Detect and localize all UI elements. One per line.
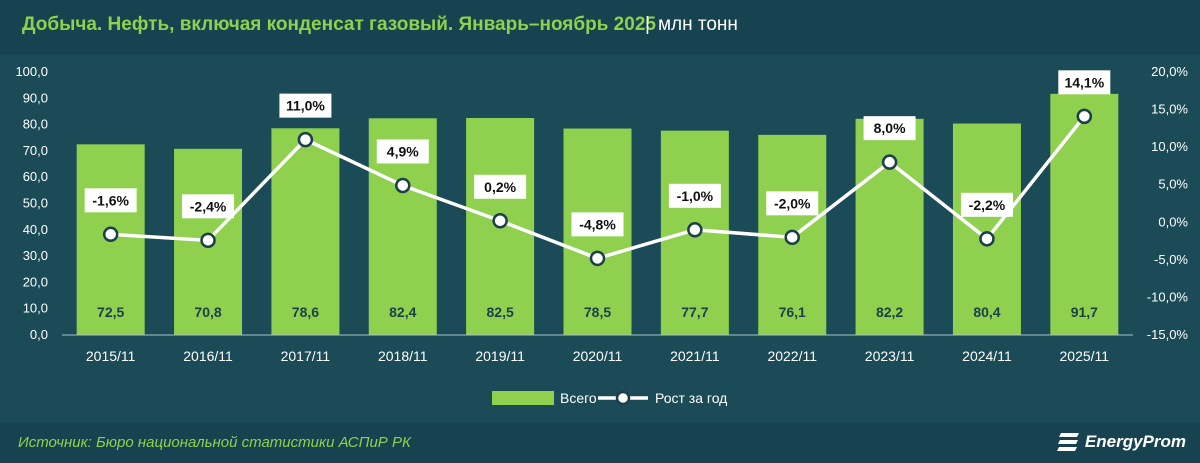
y-right-tick-label: -10,0%	[1147, 289, 1189, 304]
y-left-tick-label: 80,0	[23, 117, 48, 132]
growth-value-label: -2,2%	[969, 197, 1006, 213]
growth-value-label: -2,0%	[774, 195, 811, 211]
growth-value-label: -1,0%	[677, 188, 714, 204]
y-right-tick-label: 15,0%	[1151, 102, 1188, 117]
bar	[952, 123, 1021, 335]
y-left-tick-label: 0,0	[30, 327, 48, 342]
legend-line-marker	[615, 390, 631, 406]
growth-label-box	[84, 188, 137, 213]
y-right-tick-label: 20,0%	[1151, 64, 1188, 79]
y-left-tick-label: 60,0	[23, 169, 48, 184]
growth-label-box	[960, 192, 1013, 217]
growth-point	[1076, 108, 1093, 125]
y-left-tick-label: 40,0	[23, 222, 48, 237]
growth-label-box	[474, 174, 527, 199]
x-tick-label: 2017/11	[281, 348, 331, 364]
y-right-tick-label: 5,0%	[1158, 177, 1188, 192]
bar-value-label: 80,4	[973, 304, 1000, 320]
y-right-tick-label: 10,0%	[1151, 139, 1188, 154]
units-text: млн тонн	[657, 14, 738, 35]
chart-area: 0,0 10,0 20,0 30,0 40,0 50,0 60,0 70,0 80,0 90,0 1…	[0, 55, 1200, 423]
bar-value-label: 70,8	[194, 304, 221, 320]
x-tick-label: 2022/11	[767, 348, 817, 364]
x-tick-label: 2019/11	[475, 348, 525, 364]
growth-point	[784, 229, 800, 246]
growth-point	[979, 231, 995, 247]
source-note: Источник: Бюро национальной статистики А…	[18, 434, 411, 451]
brand: EnergyProm	[1056, 431, 1186, 453]
x-tick-label: 2023/11	[865, 348, 915, 364]
y-right-tick-label: -15,0%	[1147, 327, 1189, 342]
chart-title: Добыча. Нефть, включая конденсат газовый…	[22, 14, 656, 35]
bar-value-label: 78,6	[292, 304, 319, 320]
brand-name: EnergyProm	[1084, 432, 1186, 451]
legend-line-label: Рост за год	[655, 390, 727, 406]
title-separator: |	[645, 14, 650, 35]
growth-value-label: 8,0%	[874, 120, 906, 136]
footer: Источник: Бюро национальной статистики А…	[0, 423, 1200, 463]
bar-value-label: 78,5	[584, 304, 611, 320]
x-tick-label: 2018/11	[378, 348, 428, 364]
x-tick-label: 2024/11	[962, 348, 1012, 364]
growth-label-box	[863, 116, 916, 141]
growth-label-box	[766, 191, 819, 216]
y-left-tick-label: 50,0	[23, 196, 48, 211]
growth-point	[687, 222, 703, 238]
y-right-tick-label: -5,0%	[1154, 252, 1188, 267]
bar-value-label: 82,5	[487, 304, 514, 320]
growth-value-label: -1,6%	[92, 192, 129, 208]
growth-label-box	[376, 139, 429, 164]
units-label: | млн тонн	[645, 14, 738, 36]
header: Добыча. Нефть, включая конденсат газовый…	[0, 0, 1200, 55]
bar	[1050, 93, 1119, 335]
growth-value-label: -2,4%	[190, 198, 227, 214]
growth-point	[297, 131, 314, 148]
growth-point	[589, 250, 606, 267]
growth-value-label: -4,8%	[579, 216, 616, 232]
y-left-tick-label: 20,0	[23, 274, 48, 289]
x-tick-label: 2025/11	[1060, 348, 1110, 364]
y-left-tick-label: 30,0	[23, 248, 48, 263]
brand-logo-icon	[1056, 433, 1079, 451]
growth-point	[102, 226, 119, 243]
legend-bar-label: Всего	[560, 390, 597, 406]
growth-label-box	[571, 212, 624, 237]
growth-point	[881, 154, 898, 170]
bar-value-label: 82,4	[389, 304, 416, 320]
bar-value-label: 72,5	[97, 304, 124, 320]
growth-value-label: 4,9%	[387, 143, 419, 159]
bar-value-label: 77,7	[681, 304, 708, 320]
y-left-tick-label: 90,0	[23, 90, 48, 105]
chart-svg: 0,0 10,0 20,0 30,0 40,0 50,0 60,0 70,0 80,0 90,0 1…	[15, 64, 1189, 406]
bar-value-label: 91,7	[1071, 304, 1098, 320]
growth-value-label: 0,2%	[484, 179, 516, 195]
y-left-tick-label: 100,0	[15, 64, 48, 79]
growth-point	[492, 213, 508, 229]
growth-label-box	[279, 93, 332, 118]
x-tick-label: 2021/11	[670, 348, 720, 364]
growth-point	[395, 177, 411, 194]
growth-point	[200, 232, 216, 249]
growth-label-box	[1058, 70, 1111, 95]
bar-value-label: 82,2	[876, 304, 903, 320]
growth-label-box	[182, 194, 235, 219]
bar-value-label: 76,1	[779, 304, 806, 320]
y-right-tick-label: 0,0%	[1158, 214, 1188, 229]
bar	[855, 118, 924, 335]
legend-bar-swatch	[492, 391, 554, 405]
y-left-tick-label: 10,0	[23, 301, 48, 316]
x-tick-label: 2015/11	[86, 348, 136, 364]
y-left-tick-label: 70,0	[23, 143, 48, 158]
growth-label-box	[668, 183, 721, 208]
growth-value-label: 14,1%	[1064, 74, 1104, 90]
x-tick-label: 2020/11	[573, 348, 623, 364]
growth-value-label: 11,0%	[286, 98, 325, 114]
x-tick-label: 2016/11	[183, 348, 233, 364]
